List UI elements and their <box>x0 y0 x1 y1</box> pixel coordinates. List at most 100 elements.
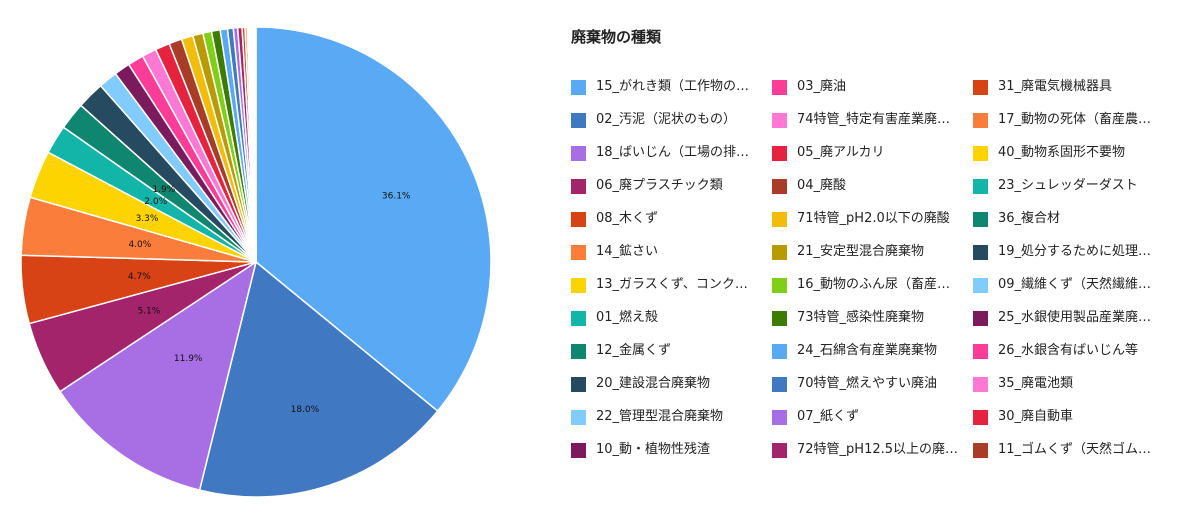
legend-label: 71特管_pH2.0以下の廃酸 <box>797 211 950 226</box>
legend-item[interactable]: 18_ばいじん（工場の排… <box>571 144 772 177</box>
legend-label: 19_処分するために処理… <box>998 244 1152 259</box>
legend-label: 72特管_pH12.5以上の廃… <box>797 442 959 457</box>
legend-swatch <box>571 410 586 425</box>
legend-label: 17_動物の死体（畜産農… <box>998 112 1152 127</box>
legend-swatch <box>571 443 586 458</box>
legend-swatch <box>772 344 787 359</box>
legend-item[interactable]: 21_安定型混合廃棄物 <box>772 243 973 276</box>
legend-label: 26_水銀含有ばいじん等 <box>998 343 1139 358</box>
legend-swatch <box>571 113 586 128</box>
pie-slice[interactable] <box>254 26 257 263</box>
legend-item[interactable]: 11_ゴムくず（天然ゴム… <box>973 441 1174 474</box>
legend-label: 31_廃電気機械器具 <box>998 79 1113 94</box>
legend-item[interactable]: 08_木くず <box>571 210 772 243</box>
legend-label: 25_水銀使用製品産業廃… <box>998 310 1152 325</box>
legend-swatch <box>571 377 586 392</box>
pie-chart: 36.1% 18.0% 11.9% 5.1% 4.7% 4.0% 3.3% 2.0% 1.9% <box>20 26 492 498</box>
legend-label: 18_ばいじん（工場の排… <box>596 145 750 160</box>
legend-swatch <box>973 245 988 260</box>
legend-item[interactable]: 36_複合材 <box>973 210 1174 243</box>
legend-item[interactable]: 24_石綿含有産業廃棄物 <box>772 342 973 375</box>
legend-label: 21_安定型混合廃棄物 <box>797 244 925 259</box>
legend-swatch <box>973 179 988 194</box>
legend-label: 30_廃自動車 <box>998 409 1074 424</box>
legend-item[interactable]: 23_シュレッダーダスト <box>973 177 1174 210</box>
legend-swatch <box>772 443 787 458</box>
legend-item[interactable]: 35_廃電池類 <box>973 375 1174 408</box>
legend-label: 20_建設混合廃棄物 <box>596 376 711 391</box>
legend-item[interactable]: 16_動物のふん尿（畜産… <box>772 276 973 309</box>
legend-item[interactable]: 02_汚泥（泥状のもの） <box>571 111 772 144</box>
legend-item[interactable]: 14_鉱さい <box>571 243 772 276</box>
legend-swatch <box>973 113 988 128</box>
legend-label: 36_複合材 <box>998 211 1061 226</box>
legend-item[interactable]: 10_動・植物性残渣 <box>571 441 772 474</box>
legend-label: 16_動物のふん尿（畜産… <box>797 277 951 292</box>
slice-percent-label: 3.3% <box>136 214 159 224</box>
legend-item[interactable]: 07_紙くず <box>772 408 973 441</box>
legend-item[interactable]: 25_水銀使用製品産業廃… <box>973 309 1174 342</box>
pie-slice[interactable] <box>255 26 492 413</box>
legend-swatch <box>772 212 787 227</box>
legend-swatch <box>772 377 787 392</box>
legend-item[interactable]: 01_燃え殻 <box>571 309 772 342</box>
legend-swatch <box>973 410 988 425</box>
legend-swatch <box>571 146 586 161</box>
legend-item[interactable]: 05_廃アルカリ <box>772 144 973 177</box>
legend-label: 22_管理型混合廃棄物 <box>596 409 724 424</box>
legend-swatch <box>973 212 988 227</box>
legend-swatch <box>571 179 586 194</box>
legend-swatch <box>772 278 787 293</box>
slice-percent-label: 11.9% <box>174 354 203 364</box>
legend-swatch <box>973 344 988 359</box>
legend-label: 15_がれき類（工作物の… <box>596 79 750 94</box>
legend-swatch <box>973 311 988 326</box>
legend-swatch <box>973 278 988 293</box>
legend-item[interactable]: 15_がれき類（工作物の… <box>571 78 772 111</box>
legend-item[interactable]: 17_動物の死体（畜産農… <box>973 111 1174 144</box>
pie-slice[interactable] <box>198 260 439 498</box>
legend-title: 廃棄物の種類 <box>571 28 662 46</box>
legend-label: 03_廃油 <box>797 79 847 94</box>
legend-label: 11_ゴムくず（天然ゴム… <box>998 442 1152 457</box>
legend-item[interactable]: 70特管_燃えやすい廃油 <box>772 375 973 408</box>
legend-item[interactable]: 71特管_pH2.0以下の廃酸 <box>772 210 973 243</box>
legend-item[interactable]: 31_廃電気機械器具 <box>973 78 1174 111</box>
legend-item[interactable]: 20_建設混合廃棄物 <box>571 375 772 408</box>
legend-item[interactable]: 06_廃プラスチック類 <box>571 177 772 210</box>
legend-item[interactable]: 09_繊維くず（天然繊維… <box>973 276 1174 309</box>
legend-label: 23_シュレッダーダスト <box>998 178 1138 193</box>
legend-item[interactable]: 03_廃油 <box>772 78 973 111</box>
slice-percent-label: 2.0% <box>144 197 167 207</box>
slice-percent-label: 5.1% <box>137 306 160 316</box>
legend-swatch <box>772 245 787 260</box>
legend-item[interactable]: 40_動物系固形不要物 <box>973 144 1174 177</box>
legend-swatch <box>973 377 988 392</box>
legend-label: 74特管_特定有害産業廃… <box>797 112 951 127</box>
pie-slice[interactable] <box>58 260 258 492</box>
legend-label: 35_廃電池類 <box>998 376 1074 391</box>
legend-swatch <box>571 278 586 293</box>
legend-swatch <box>571 80 586 95</box>
slice-percent-label: 4.7% <box>128 272 151 282</box>
legend-swatch <box>973 146 988 161</box>
legend-label: 14_鉱さい <box>596 244 659 259</box>
legend-item[interactable]: 73特管_感染性廃棄物 <box>772 309 973 342</box>
legend-item[interactable]: 22_管理型混合廃棄物 <box>571 408 772 441</box>
legend-item[interactable]: 26_水銀含有ばいじん等 <box>973 342 1174 375</box>
legend-label: 24_石綿含有産業廃棄物 <box>797 343 938 358</box>
legend-label: 06_廃プラスチック類 <box>596 178 723 193</box>
legend-item[interactable]: 30_廃自動車 <box>973 408 1174 441</box>
legend-swatch <box>772 80 787 95</box>
legend: 15_がれき類（工作物の… 03_廃油 31_廃電気機械器具 02_汚泥（泥状のもの）… <box>571 78 1174 474</box>
legend-swatch <box>772 146 787 161</box>
legend-item[interactable]: 04_廃酸 <box>772 177 973 210</box>
legend-item[interactable]: 13_ガラスくず、コンク… <box>571 276 772 309</box>
legend-item[interactable]: 72特管_pH12.5以上の廃… <box>772 441 973 474</box>
legend-item[interactable]: 74特管_特定有害産業廃… <box>772 111 973 144</box>
legend-item[interactable]: 19_処分するために処理… <box>973 243 1174 276</box>
legend-label: 02_汚泥（泥状のもの） <box>596 112 737 127</box>
legend-swatch <box>571 344 586 359</box>
legend-label: 10_動・植物性残渣 <box>596 442 711 457</box>
legend-item[interactable]: 12_金属くず <box>571 342 772 375</box>
